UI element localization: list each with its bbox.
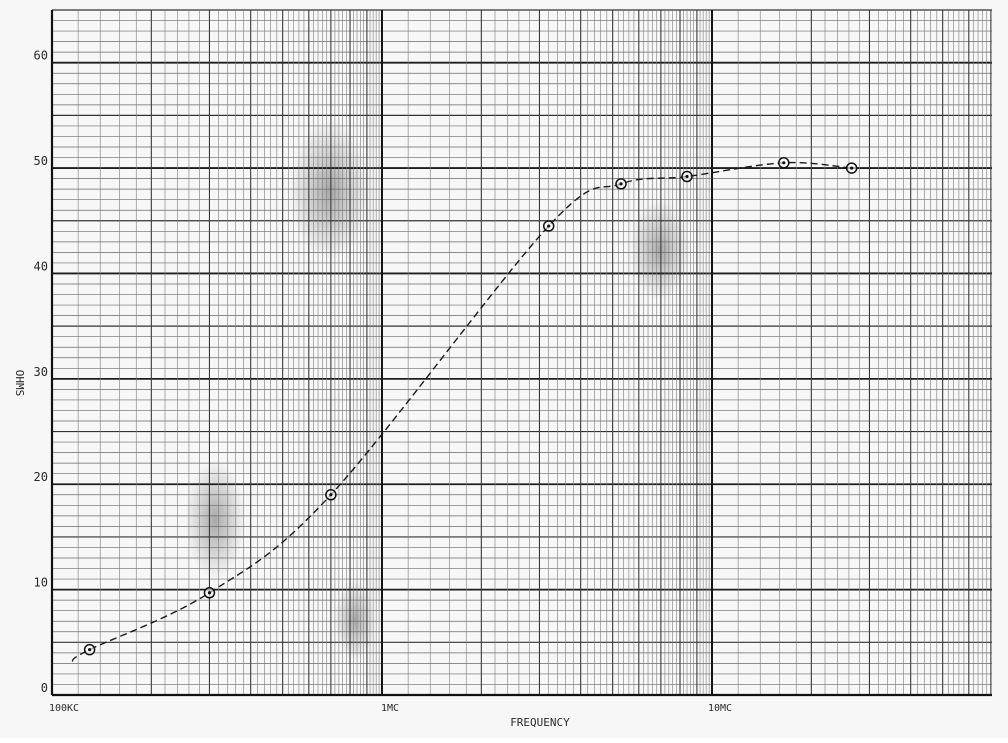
paper-smudge [630, 200, 690, 300]
x-tick-label: 100KC [49, 703, 79, 714]
y-tick-label: 60 [34, 49, 48, 63]
data-point [615, 178, 627, 190]
y-tick-label: 10 [34, 576, 48, 590]
x-tick-label: 10MC [708, 703, 732, 714]
data-point [845, 162, 858, 174]
paper-smudge [290, 120, 370, 260]
y-axis-label: OHMS [13, 370, 26, 397]
curve [71, 161, 852, 662]
y-tick-label: 30 [34, 365, 48, 379]
data-point [681, 170, 693, 183]
paper-smudge [335, 580, 375, 660]
series-line [71, 161, 852, 662]
x-axis-label: FREQUENCY [510, 716, 570, 729]
axes: 0 10 20 30 40 50 60 100KC 1MC 10MC [34, 10, 992, 714]
x-tick-label: 1MC [381, 703, 399, 714]
data-point [542, 220, 555, 232]
data-points [83, 157, 858, 656]
y-tick-label: 0 [41, 681, 48, 695]
paper-smudge [185, 460, 245, 580]
y-tick-label: 20 [34, 470, 48, 484]
data-point [778, 157, 790, 169]
data-point [83, 643, 96, 656]
grid [51, 9, 992, 696]
y-tick-label: 40 [34, 259, 48, 273]
data-point [203, 587, 216, 599]
data-point [325, 489, 337, 501]
y-tick-label: 50 [34, 154, 48, 168]
